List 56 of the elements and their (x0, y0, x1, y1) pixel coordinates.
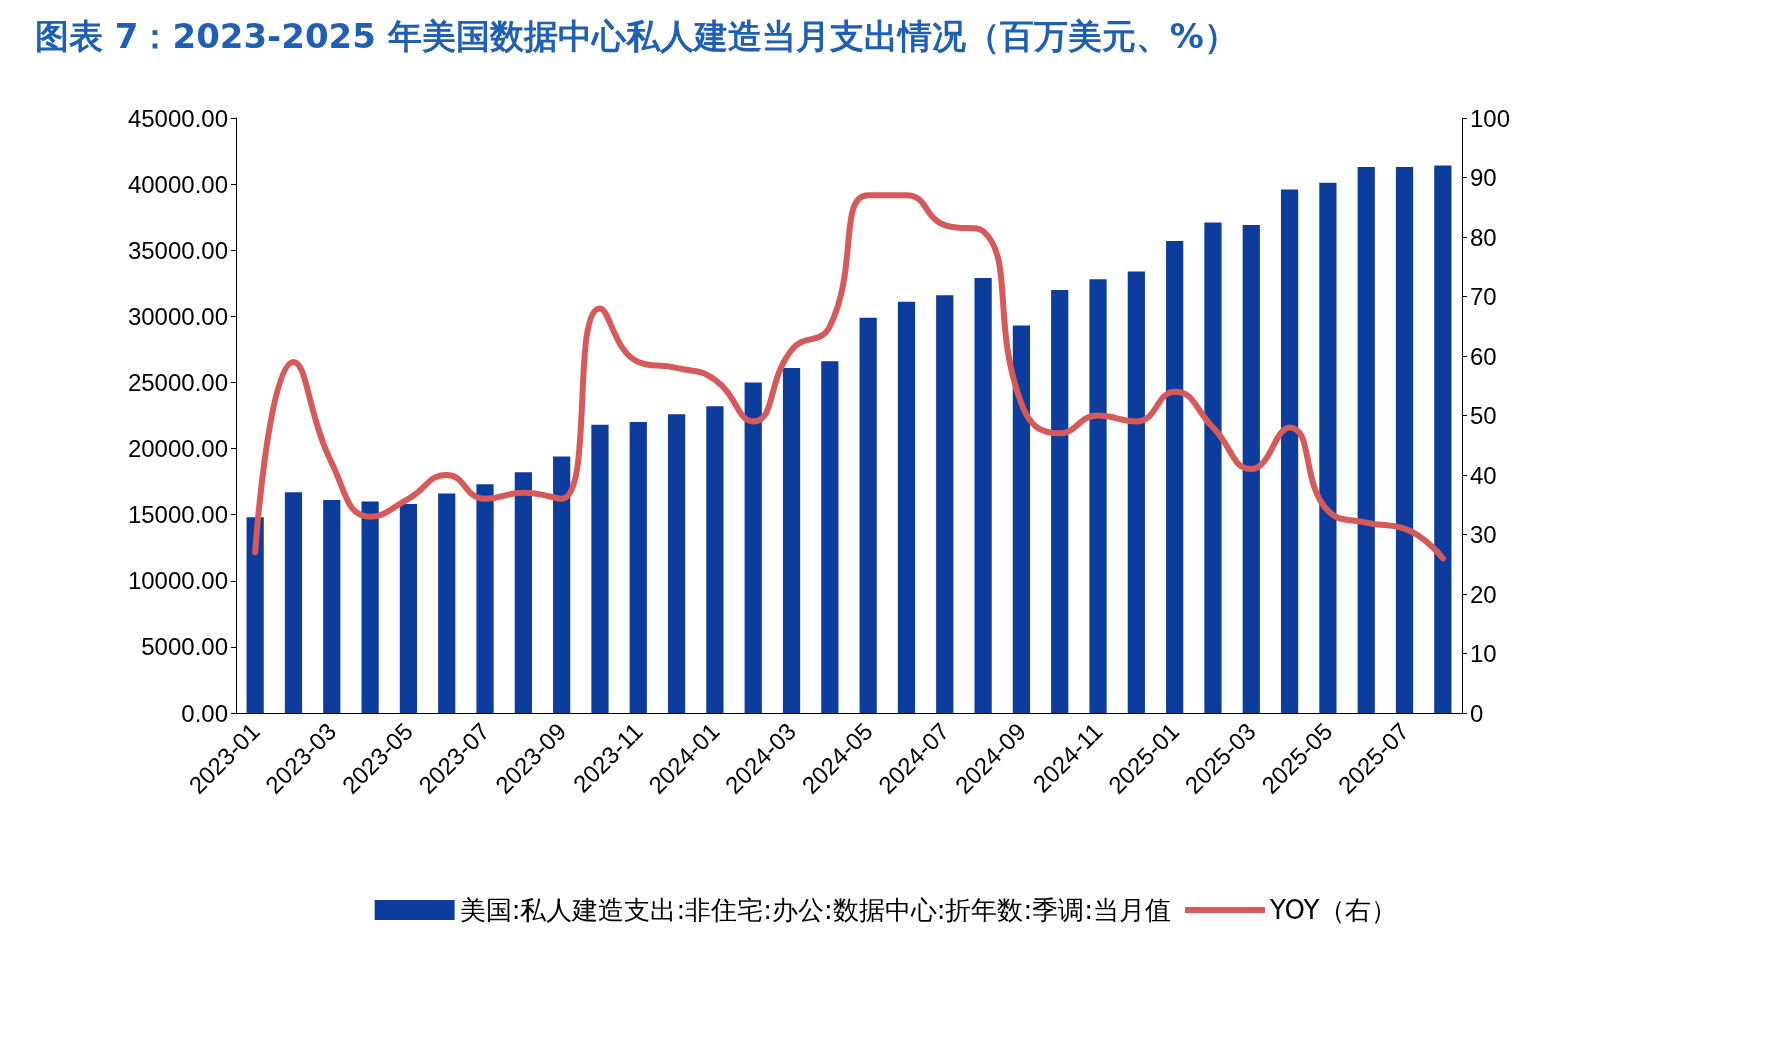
bar (361, 501, 379, 713)
bar (514, 472, 532, 713)
y2-tick-label: 100 (1470, 104, 1511, 132)
bar (1434, 165, 1452, 713)
bar (667, 414, 686, 713)
y-tick-label: 30000.00 (127, 302, 228, 330)
bar (246, 517, 264, 713)
y-tick-label: 40000.00 (127, 170, 228, 198)
bar (821, 361, 839, 713)
y2-tick-label: 60 (1470, 342, 1497, 370)
bar (399, 504, 418, 713)
bar (1166, 240, 1184, 713)
y2-tick-label: 90 (1470, 164, 1497, 191)
legend-label: YOY（右） (1268, 895, 1398, 925)
bar (1242, 225, 1260, 713)
y2-tick-label: 10 (1470, 640, 1497, 667)
y-tick-label: 35000.00 (127, 236, 228, 264)
bar (974, 277, 992, 713)
y-tick-label: 20000.00 (127, 435, 228, 463)
bar (936, 295, 954, 713)
bar (1357, 166, 1375, 713)
bar (1127, 271, 1145, 713)
bar (859, 317, 877, 713)
bar (1280, 189, 1299, 713)
bar (1319, 182, 1337, 713)
legend-label: 美国:私人建造支出:非住宅:办公:数据中心:折年数:季调:当月值 (459, 895, 1171, 925)
y2-tick-label: 30 (1470, 521, 1497, 548)
bar (1204, 222, 1222, 713)
bar (1051, 289, 1069, 713)
bar (476, 484, 494, 713)
bar (323, 500, 341, 713)
y2-tick-label: 50 (1470, 402, 1497, 429)
y2-tick-label: 80 (1470, 223, 1497, 251)
bar (1012, 325, 1031, 713)
y-tick-label: 5000.00 (141, 633, 228, 661)
bar (782, 367, 801, 713)
bar (591, 424, 609, 713)
y-tick-label: 0.00 (181, 699, 228, 727)
bar (438, 493, 456, 713)
y2-tick-label: 20 (1470, 580, 1497, 608)
bar (629, 422, 647, 713)
y-tick-label: 25000.00 (127, 368, 228, 396)
y2-tick-label: 70 (1470, 283, 1497, 310)
y-tick-label: 45000.00 (127, 104, 228, 132)
bar (706, 406, 724, 713)
bar (1395, 166, 1414, 713)
y-tick-label: 10000.00 (127, 567, 228, 595)
y-tick-label: 15000.00 (127, 501, 228, 529)
chart-title: 图表 7：2023-2025 年美国数据中心私人建造当月支出情况（百万美元、%） (35, 16, 1238, 56)
y2-tick-label: 0 (1470, 699, 1484, 727)
bar (744, 382, 762, 713)
bar (897, 301, 916, 713)
bar (1089, 279, 1107, 713)
bar (284, 492, 303, 713)
bar (553, 456, 571, 713)
y2-tick-label: 40 (1470, 461, 1497, 489)
